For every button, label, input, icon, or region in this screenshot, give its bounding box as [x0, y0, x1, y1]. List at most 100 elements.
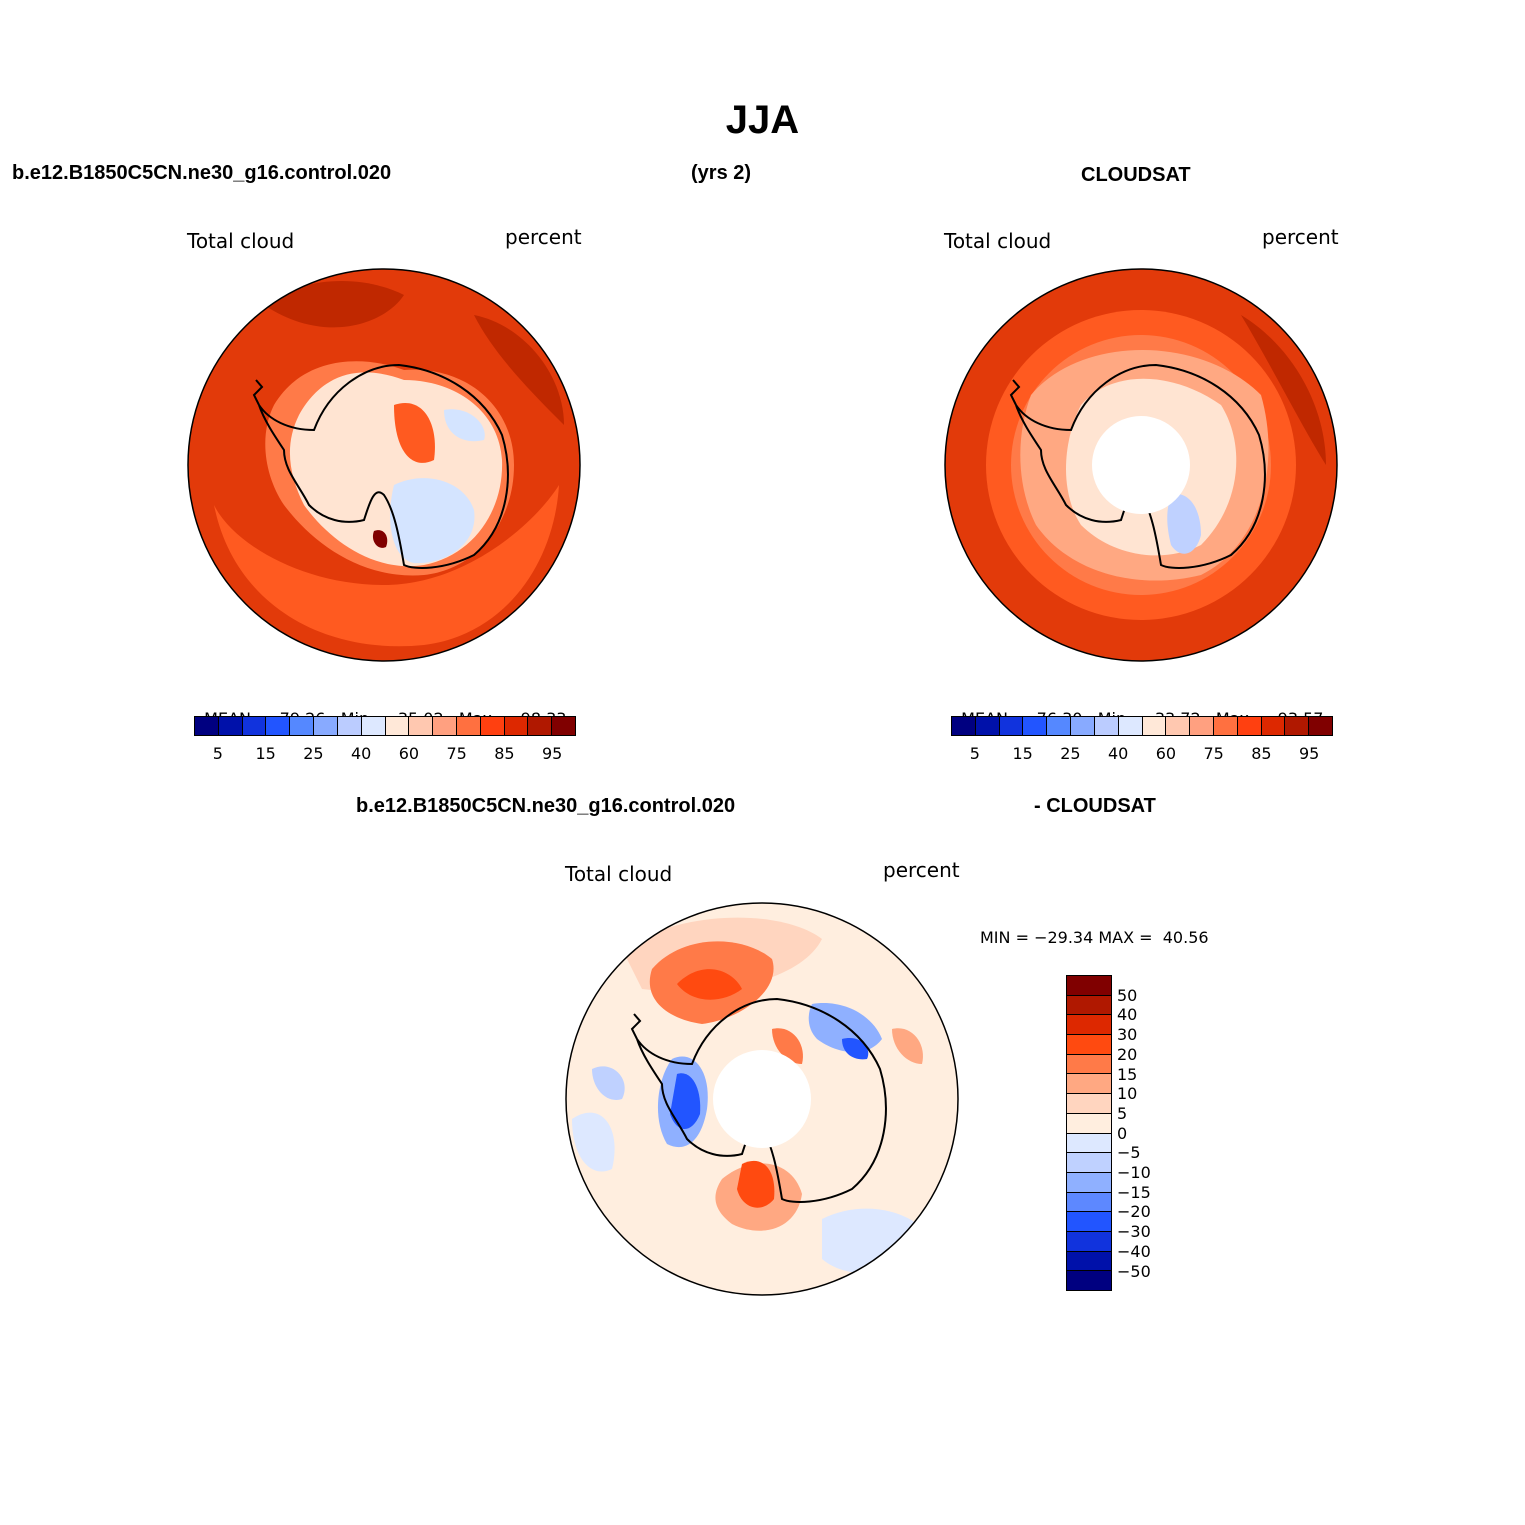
header-obs: CLOUDSAT: [1081, 164, 1191, 186]
colorbar-tick-label: −40: [1117, 1241, 1151, 1261]
colorbar-tick-label: −50: [1117, 1261, 1151, 1281]
colorbar-tick-label: −5: [1117, 1143, 1141, 1163]
obs-var-label: Total cloud: [944, 229, 1052, 253]
colorbar-tick-label: 95: [541, 744, 563, 763]
colorbar-swatch: [552, 717, 575, 735]
colorbar-tick-label: 60: [1155, 744, 1177, 763]
colorbar-swatch: [456, 717, 481, 735]
colorbar-tick-label: −20: [1117, 1202, 1151, 1222]
header-model-case: b.e12.B1850C5CN.ne30_g16.control.020: [12, 162, 392, 184]
diff-var-label: Total cloud: [565, 862, 673, 886]
colorbar-swatch: [1213, 717, 1238, 735]
colorbar-tick-label: 5: [212, 744, 223, 763]
colorbar-tick-label: 95: [1298, 744, 1320, 763]
figure-title: JJA: [725, 98, 800, 142]
colorbar-swatch: [1118, 717, 1143, 735]
colorbar-swatch: [433, 717, 457, 735]
colorbar-tick-label: 50: [1117, 985, 1138, 1005]
colorbar-swatch: [314, 717, 338, 735]
model-high-cloud-region: [264, 281, 404, 328]
colorbar-tick-label: 15: [1117, 1064, 1138, 1084]
colorbar-tick-label: 25: [303, 744, 324, 763]
colorbar-swatch: [1067, 1054, 1111, 1075]
colorbar-tick-label: 15: [1012, 744, 1033, 763]
colorbar-tick-label: 75: [1203, 744, 1224, 763]
colorbar-swatch: [1067, 1153, 1111, 1173]
colorbar-swatch: [1071, 717, 1095, 735]
colorbar-swatch: [409, 717, 434, 735]
colorbar-swatch: [290, 717, 315, 735]
header-years: (yrs 2): [691, 162, 752, 184]
colorbar-tick-label: −30: [1117, 1222, 1151, 1242]
colorbar-swatch: [1067, 1212, 1111, 1232]
colorbar-swatch: [1023, 717, 1048, 735]
diff-minmax: MIN = −29.34 MAX = 40.56: [980, 928, 1209, 947]
colorbar-tick-label: 40: [350, 744, 372, 763]
colorbar-swatch: [528, 717, 553, 735]
colorbar-swatch: [1142, 717, 1167, 735]
colorbar-swatch: [337, 717, 362, 735]
colorbar-swatch: [195, 717, 219, 735]
colorbar-tick-label: 15: [255, 744, 276, 763]
colorbar-swatch: [266, 717, 291, 735]
diff-polar-gap: [713, 1050, 811, 1148]
model-colorbar: [194, 716, 576, 736]
colorbar-swatch: [1285, 717, 1310, 735]
colorbar-swatch: [1067, 1074, 1111, 1095]
colorbar-swatch: [1067, 1035, 1111, 1055]
model-coastline: [258, 363, 509, 569]
colorbar-tick-label: −15: [1117, 1182, 1151, 1202]
colorbar-tick-label: 5: [1117, 1103, 1128, 1123]
colorbar-swatch: [504, 717, 529, 735]
colorbar-swatch: [1067, 1251, 1111, 1272]
diff-colorbar-ticks: 50 40 30 20 15 10 5 0 −5 −10 −15 −20 −30 −40 −50: [1117, 975, 1197, 1295]
colorbar-swatch: [218, 717, 243, 735]
model-polar-map: [187, 268, 581, 662]
colorbar-swatch: [999, 717, 1024, 735]
obs-coastline: [1015, 363, 1266, 569]
colorbar-swatch: [242, 717, 267, 735]
model-low-cloud-region: [390, 478, 475, 564]
colorbar-tick-label: 0: [1117, 1123, 1128, 1143]
colorbar-swatch: [1067, 1015, 1111, 1036]
obs-units: percent: [1262, 225, 1339, 249]
colorbar-swatch: [1067, 976, 1111, 996]
obs-colorbar-ticks: 5 15 25 40 60 75 85 95: [951, 744, 1333, 764]
obs-colorbar: [951, 716, 1333, 736]
colorbar-swatch: [1094, 717, 1119, 735]
colorbar-swatch: [385, 717, 410, 735]
colorbar-swatch: [952, 717, 976, 735]
model-mid-cloud-ring: [214, 485, 559, 647]
colorbar-swatch: [1067, 1231, 1111, 1252]
colorbar-swatch: [1067, 1133, 1111, 1154]
colorbar-swatch: [1067, 1113, 1111, 1134]
colorbar-tick-label: 40: [1117, 1005, 1138, 1025]
colorbar-swatch: [480, 717, 505, 735]
colorbar-tick-label: 40: [1107, 744, 1129, 763]
colorbar-tick-label: −10: [1117, 1163, 1151, 1182]
model-var-label: Total cloud: [187, 229, 295, 253]
colorbar-tick-label: 5: [969, 744, 980, 763]
colorbar-tick-label: 85: [494, 744, 515, 763]
colorbar-swatch: [1166, 717, 1191, 735]
colorbar-swatch: [1190, 717, 1214, 735]
colorbar-tick-label: 10: [1117, 1084, 1138, 1104]
diff-header-obs: - CLOUDSAT: [1034, 795, 1156, 817]
obs-polar-map: [944, 268, 1338, 662]
colorbar-tick-label: 30: [1117, 1025, 1138, 1045]
colorbar-swatch: [1067, 1172, 1111, 1193]
colorbar-swatch: [1261, 717, 1286, 735]
colorbar-tick-label: 20: [1117, 1044, 1138, 1064]
colorbar-swatch: [1067, 1192, 1111, 1213]
colorbar-swatch: [1067, 1094, 1111, 1114]
colorbar-swatch: [361, 717, 386, 735]
colorbar-swatch: [975, 717, 1000, 735]
diff-polar-map: [565, 902, 959, 1296]
colorbar-swatch: [1047, 717, 1072, 735]
colorbar-swatch: [1067, 995, 1111, 1016]
diff-colorbar: [1066, 975, 1112, 1291]
colorbar-swatch: [1309, 717, 1332, 735]
colorbar-tick-label: 60: [398, 744, 420, 763]
colorbar-swatch: [1237, 717, 1262, 735]
colorbar-tick-label: 85: [1251, 744, 1272, 763]
